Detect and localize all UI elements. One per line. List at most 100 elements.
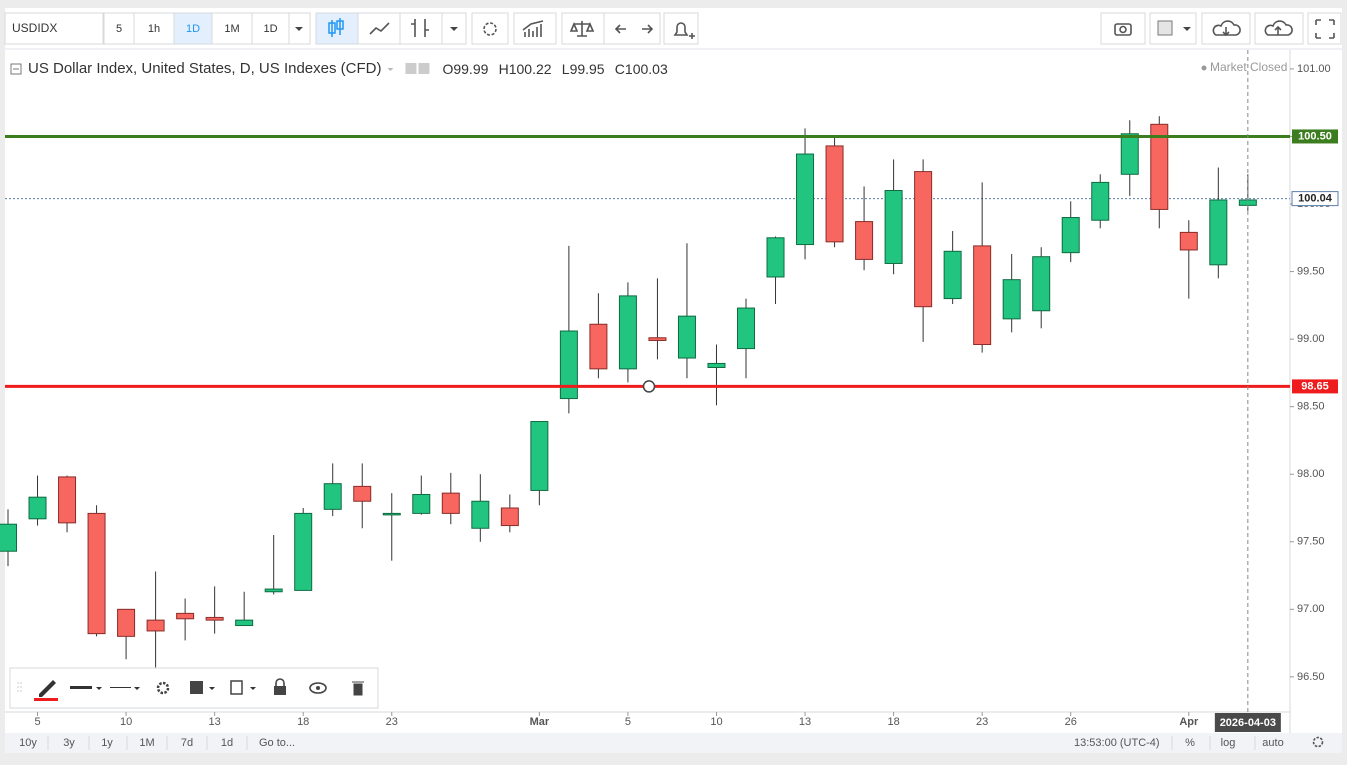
- status-dot: [1201, 65, 1207, 71]
- candle-body: [1120, 133, 1139, 175]
- line-price-label: 98.65: [1301, 380, 1329, 392]
- fullscreen-icon: [1315, 19, 1335, 39]
- alert-button[interactable]: [663, 12, 699, 45]
- fullscreen-button[interactable]: [1307, 12, 1342, 45]
- candle-body: [855, 221, 874, 260]
- line-icon: [369, 22, 390, 35]
- symbol[interactable]: USDIDX: [12, 21, 57, 35]
- candle-body: [471, 500, 490, 529]
- trash-icon[interactable]: [352, 681, 364, 696]
- x-tick-label: 18: [297, 716, 309, 728]
- settings-icon[interactable]: [418, 63, 430, 74]
- undo-redo-icon: [614, 24, 654, 34]
- ohlc-label: H: [499, 61, 509, 77]
- interval-label[interactable]: 1D: [263, 23, 277, 35]
- chart-icon: [522, 20, 544, 37]
- snapshot-button[interactable]: [1100, 12, 1146, 45]
- range-button[interactable]: 3y: [63, 737, 75, 749]
- x-tick-label: 10: [710, 716, 722, 728]
- ohlc-value: 99.99: [453, 61, 488, 77]
- candle-body: [235, 619, 254, 627]
- ohlc-label: L: [562, 61, 570, 77]
- candle-body: [589, 323, 608, 370]
- interval-label[interactable]: 1M: [224, 23, 239, 35]
- interval-button[interactable]: [211, 12, 253, 45]
- collapse-icon[interactable]: [10, 63, 22, 75]
- range-button[interactable]: 1y: [101, 737, 113, 749]
- scale-option[interactable]: auto: [1262, 737, 1283, 749]
- interval-label[interactable]: 1h: [148, 23, 160, 35]
- candle-body: [294, 512, 313, 591]
- lock-icon[interactable]: [274, 686, 286, 695]
- line-width-icon[interactable]: [70, 686, 92, 689]
- x-tick-label: 23: [976, 716, 988, 728]
- bottom-bar: [5, 733, 1342, 753]
- y-tick-label: 101.00: [1297, 63, 1331, 75]
- range-button[interactable]: 1M: [139, 737, 154, 749]
- x-tick-label: 13: [209, 716, 221, 728]
- candle-body: [796, 153, 815, 246]
- dropdown-arrow: [96, 687, 256, 690]
- line-style-button[interactable]: [357, 12, 401, 45]
- interval-button[interactable]: [173, 12, 213, 45]
- scale-option[interactable]: %: [1185, 737, 1195, 749]
- y-tick-label: 96.50: [1297, 671, 1325, 683]
- candle-body: [1209, 199, 1228, 266]
- candles-icon: [328, 18, 344, 37]
- interval-label[interactable]: 1D: [186, 23, 200, 35]
- candle-body: [500, 507, 519, 527]
- camera-lens: [1119, 25, 1127, 34]
- x-tick-label: Mar: [530, 716, 550, 728]
- candle-body: [441, 492, 460, 514]
- pencil-icon[interactable]: [39, 680, 56, 697]
- goto-button[interactable]: Go to...: [259, 737, 295, 749]
- candle-body: [618, 295, 637, 370]
- candle-body: [28, 496, 47, 520]
- indicators-button[interactable]: [399, 12, 443, 45]
- current-price-box: [1291, 191, 1339, 207]
- compare-button[interactable]: [513, 12, 557, 45]
- interval-button[interactable]: [133, 12, 175, 45]
- candle-body: [914, 171, 933, 308]
- candle-body: [353, 485, 372, 502]
- candle-body: [766, 237, 785, 278]
- scale-option[interactable]: log: [1221, 737, 1236, 749]
- layers-icon[interactable]: [190, 681, 203, 694]
- ohlc-value: 99.95: [570, 61, 605, 77]
- ohlc-item: O99.99: [442, 61, 488, 77]
- range-button[interactable]: 7d: [181, 737, 193, 749]
- range-button[interactable]: 1d: [221, 737, 233, 749]
- y-tick-label: 98.50: [1297, 401, 1325, 413]
- x-tick-label: 5: [625, 716, 631, 728]
- ohlc-item: C100.03: [615, 61, 668, 77]
- interval-label[interactable]: 5: [116, 23, 122, 35]
- x-tick-label: 18: [887, 716, 899, 728]
- settings-button[interactable]: [471, 12, 509, 45]
- range-button[interactable]: 10y: [19, 737, 37, 749]
- candle-body: [1002, 279, 1021, 320]
- lock-shackle: [275, 678, 285, 686]
- scales-button[interactable]: [561, 12, 605, 45]
- chart-title: US Dollar Index, United States, D, US In…: [28, 60, 381, 77]
- interval-button[interactable]: [103, 12, 135, 45]
- layout-icon: [1157, 20, 1173, 36]
- interval-button[interactable]: [251, 12, 290, 45]
- candle-body: [530, 421, 549, 491]
- candle-body: [1061, 217, 1080, 254]
- line-price-label: 100.50: [1298, 130, 1332, 142]
- eye-icon[interactable]: [309, 682, 327, 694]
- candle-body: [707, 362, 726, 368]
- candle-body: [412, 493, 431, 514]
- symbol-box[interactable]: [4, 12, 104, 45]
- clone-icon[interactable]: [230, 680, 243, 695]
- line-handle[interactable]: [642, 380, 656, 393]
- candle-body: [1179, 231, 1198, 251]
- current-price-label: 100.04: [1298, 193, 1333, 205]
- visibility-icon[interactable]: [405, 63, 417, 74]
- bottom-gear[interactable]: [1312, 736, 1324, 748]
- candle-body: [58, 476, 77, 524]
- candle-body: [176, 612, 195, 620]
- x-tick-label: Apr: [1179, 716, 1199, 728]
- settings-icon[interactable]: [156, 681, 170, 695]
